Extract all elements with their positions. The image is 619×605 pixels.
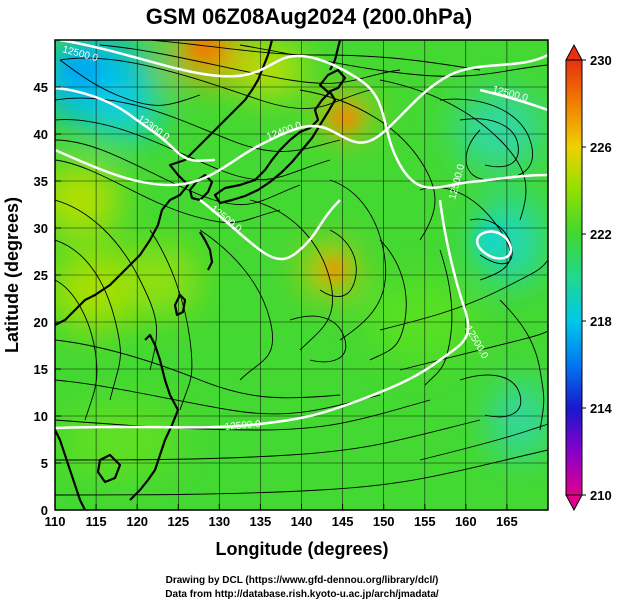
lat-tick-label: 10 — [34, 409, 48, 424]
colorbar-gradient — [565, 59, 583, 496]
colorbar-tick-label: 226 — [590, 140, 612, 155]
map-title: GSM 06Z08Aug2024 (200.0hPa) — [146, 4, 472, 29]
contour-12300 — [55, 86, 216, 163]
colorbar-tick-label: 218 — [590, 314, 612, 329]
lon-tick-label: 145 — [332, 514, 354, 529]
lon-tick-label: 150 — [373, 514, 395, 529]
axis-ticks — [54, 86, 508, 510]
lat-tick-label: 20 — [34, 315, 48, 330]
lon-tick-label: 165 — [496, 514, 518, 529]
map-plot-area: 12300.0 12400.0 12500.0 12500.0 12500.0 … — [55, 40, 548, 510]
colorbar-tick-label: 222 — [590, 227, 612, 242]
lon-tick-label: 155 — [414, 514, 436, 529]
contour-12400 — [55, 53, 548, 187]
lon-tick-label: 140 — [291, 514, 313, 529]
lat-tick-label: 5 — [41, 456, 48, 471]
lat-tick-label: 30 — [34, 221, 48, 236]
credit-data: Data from http://database.rish.kyoto-u.a… — [165, 589, 439, 600]
credit-drawing: Drawing by DCL (https://www.gfd-dennou.o… — [166, 575, 439, 586]
y-axis-label: Latitude (degrees) — [2, 197, 22, 353]
colorbar-top-arrow — [565, 43, 583, 61]
lon-tick-label: 125 — [167, 514, 189, 529]
lat-tick-label: 35 — [34, 174, 48, 189]
lat-lon-grid — [55, 40, 548, 510]
coastlines — [55, 40, 347, 510]
lat-tick-labels: 0 5 10 15 20 25 30 35 40 45 — [34, 80, 48, 518]
lon-tick-label: 120 — [126, 514, 148, 529]
x-axis-label: Longitude (degrees) — [215, 539, 388, 559]
contour-12500-south — [199, 199, 341, 261]
lon-tick-label: 135 — [250, 514, 272, 529]
lat-tick-label: 0 — [41, 503, 48, 518]
lon-tick-label: 110 — [45, 514, 66, 529]
contour-label: 12500.0 — [224, 419, 261, 433]
lon-tick-label: 130 — [208, 514, 230, 529]
lat-tick-label: 25 — [34, 268, 48, 283]
lat-tick-label: 45 — [34, 80, 48, 95]
height-contours — [55, 40, 548, 430]
contour-12500-east — [55, 199, 470, 430]
colorbar-tick-label: 214 — [590, 401, 612, 416]
contour-12500-ne — [479, 88, 548, 112]
lat-tick-label: 40 — [34, 127, 48, 142]
lat-tick-label: 15 — [34, 362, 48, 377]
colorbar-tick-label: 210 — [590, 488, 612, 503]
lon-tick-labels: 110 115 120 125 130 135 140 145 150 155 … — [45, 514, 518, 529]
colorbar: 230 226 222 218 214 210 — [565, 43, 612, 512]
contour-12500-north — [59, 40, 548, 189]
temperature-field-anomalies — [55, 40, 548, 475]
contour-12500-loop — [475, 230, 513, 260]
colorbar-bottom-arrow — [565, 494, 583, 512]
colorbar-tick-label: 230 — [590, 53, 612, 68]
lon-tick-label: 160 — [455, 514, 477, 529]
lon-tick-label: 115 — [86, 514, 107, 529]
